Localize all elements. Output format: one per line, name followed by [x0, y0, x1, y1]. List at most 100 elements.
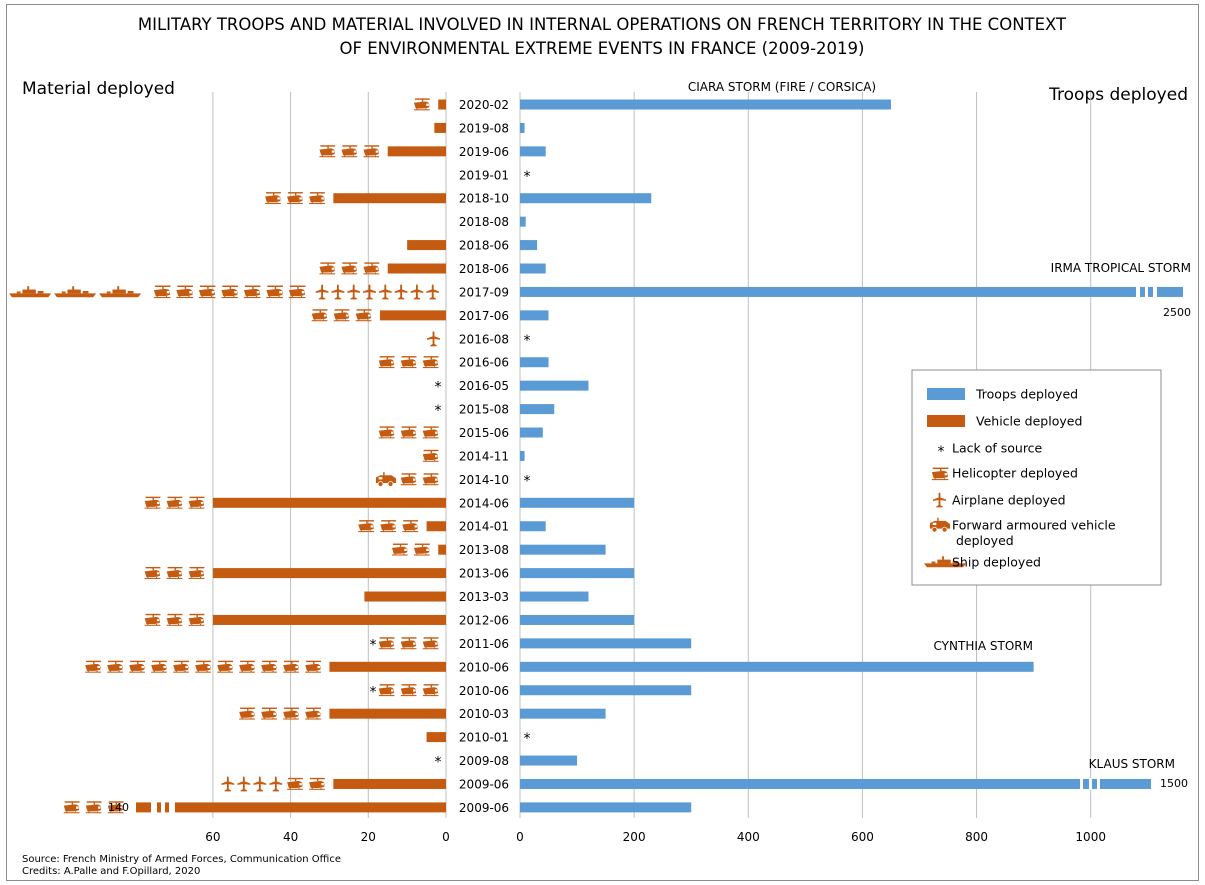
troops-bar-gap [1097, 777, 1100, 790]
break-value-label: 1500 [1160, 777, 1188, 790]
troops-bar-gap [1089, 777, 1092, 790]
x-tick-label-right: 400 [737, 830, 760, 844]
vehicle-bar-gap [169, 801, 175, 814]
troops-bar [520, 521, 546, 532]
helicopter-icon [239, 707, 255, 720]
troops-bar-body [520, 286, 1183, 297]
source-note: Source: French Ministry of Armed Forces,… [22, 854, 341, 865]
helicopter-icon [400, 684, 417, 697]
legend-label: Troops deployed [975, 387, 1078, 402]
lack-of-source-mark: * [435, 755, 442, 771]
helicopter-icon [319, 145, 336, 158]
vehicle-bar [333, 778, 446, 789]
troops-bar [520, 661, 1034, 672]
airplane-icon [410, 284, 424, 300]
helicopter-icon [265, 192, 281, 205]
troops-bar [520, 357, 549, 368]
airplane-icon [394, 284, 408, 300]
vehicle-bar [434, 122, 446, 133]
helicopter-icon [358, 520, 375, 533]
vehicle-bar [333, 193, 446, 204]
right-panel-title: Troops deployed [1048, 85, 1188, 105]
vehicle-bar [426, 732, 446, 743]
helicopter-icon [129, 660, 145, 673]
category-label: 2013-03 [459, 590, 509, 604]
category-label: 2014-01 [459, 520, 509, 534]
category-label: 2019-06 [459, 145, 509, 159]
category-label: 2018-08 [459, 215, 509, 229]
category-label: 2017-06 [459, 309, 509, 323]
vehicle-bar [136, 801, 446, 814]
storm-annotation: IRMA TROPICAL STORM [1051, 261, 1191, 275]
troops-bar [520, 568, 635, 579]
vehicle-bar [387, 263, 446, 274]
troops-bar [520, 802, 692, 813]
category-label: 2010-06 [459, 684, 509, 698]
category-label: 2014-06 [459, 496, 509, 510]
troops-bar [520, 685, 692, 696]
airplane-icon [269, 776, 283, 792]
helicopter-icon [413, 98, 430, 111]
break-value-label: 2500 [1163, 306, 1191, 319]
vehicle-bar [212, 614, 446, 625]
helicopter-icon [422, 473, 439, 486]
category-label: 2016-08 [459, 332, 509, 346]
troops-bar [520, 404, 555, 415]
storm-annotation: KLAUS STORM [1089, 757, 1175, 771]
airplane-icon [347, 284, 361, 300]
vehicle-bar [387, 146, 446, 157]
helicopter-icon [287, 192, 303, 205]
helicopter-icon [413, 543, 430, 556]
vehicle-bar [438, 99, 446, 110]
helicopter-icon [305, 707, 321, 720]
troops-bar [520, 777, 1151, 790]
troops-bar [520, 99, 891, 110]
helicopter-icon [166, 496, 183, 509]
x-tick-label-left: 20 [361, 830, 376, 844]
helicopter-icon [107, 660, 123, 673]
x-tick-label-right: 0 [516, 830, 524, 844]
break-value-label: 140 [108, 801, 129, 814]
lack-of-source-mark: * [524, 731, 531, 747]
troops-bar [520, 122, 525, 133]
lack-of-source-mark: * [370, 637, 377, 653]
helicopter-icon [422, 426, 439, 439]
helicopter-icon [221, 285, 238, 299]
troops-bar [520, 638, 692, 649]
lack-of-source-mark: * [435, 380, 442, 396]
x-tick-label-right: 200 [623, 830, 646, 844]
helicopter-icon [422, 637, 439, 650]
x-tick-label-left: 40 [283, 830, 298, 844]
helicopter-icon [153, 285, 171, 299]
lack-of-source-mark: * [524, 169, 531, 185]
helicopter-icon [261, 707, 277, 720]
helicopter-icon [363, 262, 380, 275]
troops-bar [520, 285, 1183, 298]
troops-bar [520, 310, 549, 321]
category-label: 2014-10 [459, 473, 509, 487]
troops-bar [520, 193, 652, 204]
category-label: 2010-06 [459, 660, 509, 674]
legend-label: Forward armoured vehicle [952, 518, 1116, 533]
helicopter-icon [188, 566, 205, 579]
vehicle-bar [212, 568, 446, 579]
helicopter-icon [422, 356, 439, 369]
category-labels: 2020-02 2019-08 2019-06 2019-01 2018-10 2018-… [459, 98, 509, 815]
helicopter-icon [378, 684, 395, 697]
lack-of-source-mark: * [435, 403, 442, 419]
chart-frame [6, 4, 1199, 881]
category-label: 2011-06 [459, 637, 509, 651]
lack-of-source-mark: * [524, 333, 531, 349]
troops-bar-gap [1153, 285, 1157, 298]
troops-bar [520, 380, 589, 391]
category-label: 2012-06 [459, 613, 509, 627]
helicopter-icon [195, 660, 211, 673]
helicopter-icon [341, 262, 358, 275]
helicopter-icon [402, 520, 419, 533]
left-panel-title: Material deployed [22, 79, 175, 99]
vehicle-bar-gap [161, 801, 165, 814]
helicopter-icon [319, 262, 336, 275]
annotations: CIARA STORM (FIRE / CORSICA) IRMA TROPICA… [108, 80, 1191, 814]
category-label: 2018-06 [459, 262, 509, 276]
